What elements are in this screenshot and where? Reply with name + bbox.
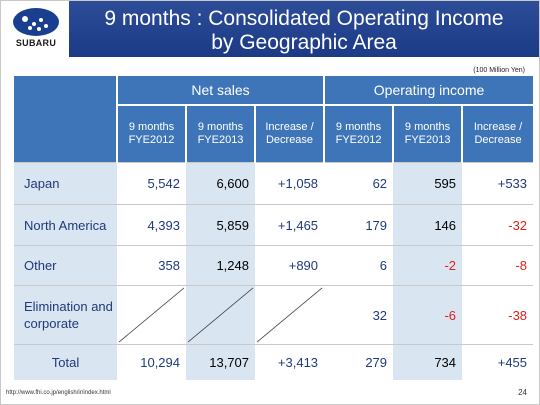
table-cell: -6: [393, 285, 463, 345]
page-title: 9 months : Consolidated Operating Income…: [69, 7, 539, 55]
table-row: Japan 5,542 6,600 +1,058 62 595 +533: [14, 162, 534, 205]
title-line-2: by Geographic Area: [211, 31, 397, 54]
empty-cell-diagonal: [186, 285, 255, 345]
table-cell: 734: [393, 344, 463, 380]
table-row: Other 358 1,248 +890 6 -2 -8: [14, 245, 534, 286]
title-line-1: 9 months : Consolidated Operating Income: [104, 7, 504, 30]
page-number: 24: [518, 388, 527, 397]
corner-header: [14, 76, 117, 163]
sub-header-row: 9 months FYE2012 9 months FYE2013 Increase…: [14, 105, 534, 163]
table-cell: +1,465: [255, 204, 325, 246]
col-header: Increase / Decrease: [253, 105, 325, 163]
table-cell: 279: [324, 344, 394, 380]
table-cell: -2: [393, 245, 463, 286]
table-cell: 6: [324, 245, 394, 286]
table-cell: +890: [255, 245, 325, 286]
group-header-row: Net sales Operating income: [14, 76, 534, 163]
diagonal-line: [118, 287, 185, 343]
table-cell: 146: [393, 204, 463, 246]
table-cell: 62: [324, 162, 394, 205]
table-cell: 179: [324, 204, 394, 246]
col-header: Increase / Decrease: [461, 105, 534, 163]
table-cell: 10,294: [117, 344, 186, 380]
table-cell: 4,393: [117, 204, 186, 246]
table-cell: 32: [324, 285, 394, 345]
col-header: 9 months FYE2012: [323, 105, 394, 163]
table-cell: 1,248: [186, 245, 255, 286]
row-label: Japan: [14, 162, 117, 205]
row-label: North America: [14, 204, 117, 246]
logo-text: SUBARU: [15, 38, 57, 48]
footer-url-link[interactable]: http://www.fhi.co.jp/english/ir/index.ht…: [6, 390, 111, 396]
table-cell: -32: [462, 204, 534, 246]
empty-cell-diagonal: [255, 285, 325, 345]
table-cell: +533: [462, 162, 534, 205]
col-header: 9 months FYE2013: [185, 105, 255, 163]
unit-label: (100 Million Yen): [473, 67, 525, 74]
table-cell: 5,859: [186, 204, 255, 246]
table-row: North America 4,393 5,859 +1,465 179 146…: [14, 204, 534, 246]
diagonal-line: [187, 287, 254, 343]
slide-header: SUBARU 9 months : Consolidated Operating…: [1, 1, 539, 59]
row-label: Other: [14, 245, 117, 286]
diagonal-line: [256, 287, 323, 343]
table-cell: +1,058: [255, 162, 325, 205]
group-header-operating-income: Operating income: [323, 76, 534, 106]
table-row: Elimination and corporate 32 -6 -38: [14, 285, 534, 345]
pleiades-star-icon: [13, 8, 59, 36]
table-cell: +3,413: [255, 344, 325, 380]
table-row: Total 10,294 13,707 +3,413 279 734 +455: [14, 344, 534, 380]
empty-cell-diagonal: [117, 285, 186, 345]
table-cell: 358: [117, 245, 186, 286]
subaru-logo: SUBARU: [7, 6, 65, 52]
col-header: 9 months FYE2013: [392, 105, 463, 163]
row-label: Elimination and corporate: [14, 285, 117, 345]
table-cell: 5,542: [117, 162, 186, 205]
title-bar: 9 months : Consolidated Operating Income…: [69, 1, 539, 57]
table-cell: +455: [462, 344, 534, 380]
table-cell: -8: [462, 245, 534, 286]
col-header: 9 months FYE2012: [116, 105, 186, 163]
table-cell: -38: [462, 285, 534, 345]
table-cell: 13,707: [186, 344, 255, 380]
operating-income-table: Net sales Operating income 9 months FYE20…: [14, 76, 534, 380]
group-header-net-sales: Net sales: [115, 76, 325, 106]
table-cell: 6,600: [186, 162, 255, 205]
table-cell: 595: [393, 162, 463, 205]
row-label: Total: [14, 344, 117, 380]
